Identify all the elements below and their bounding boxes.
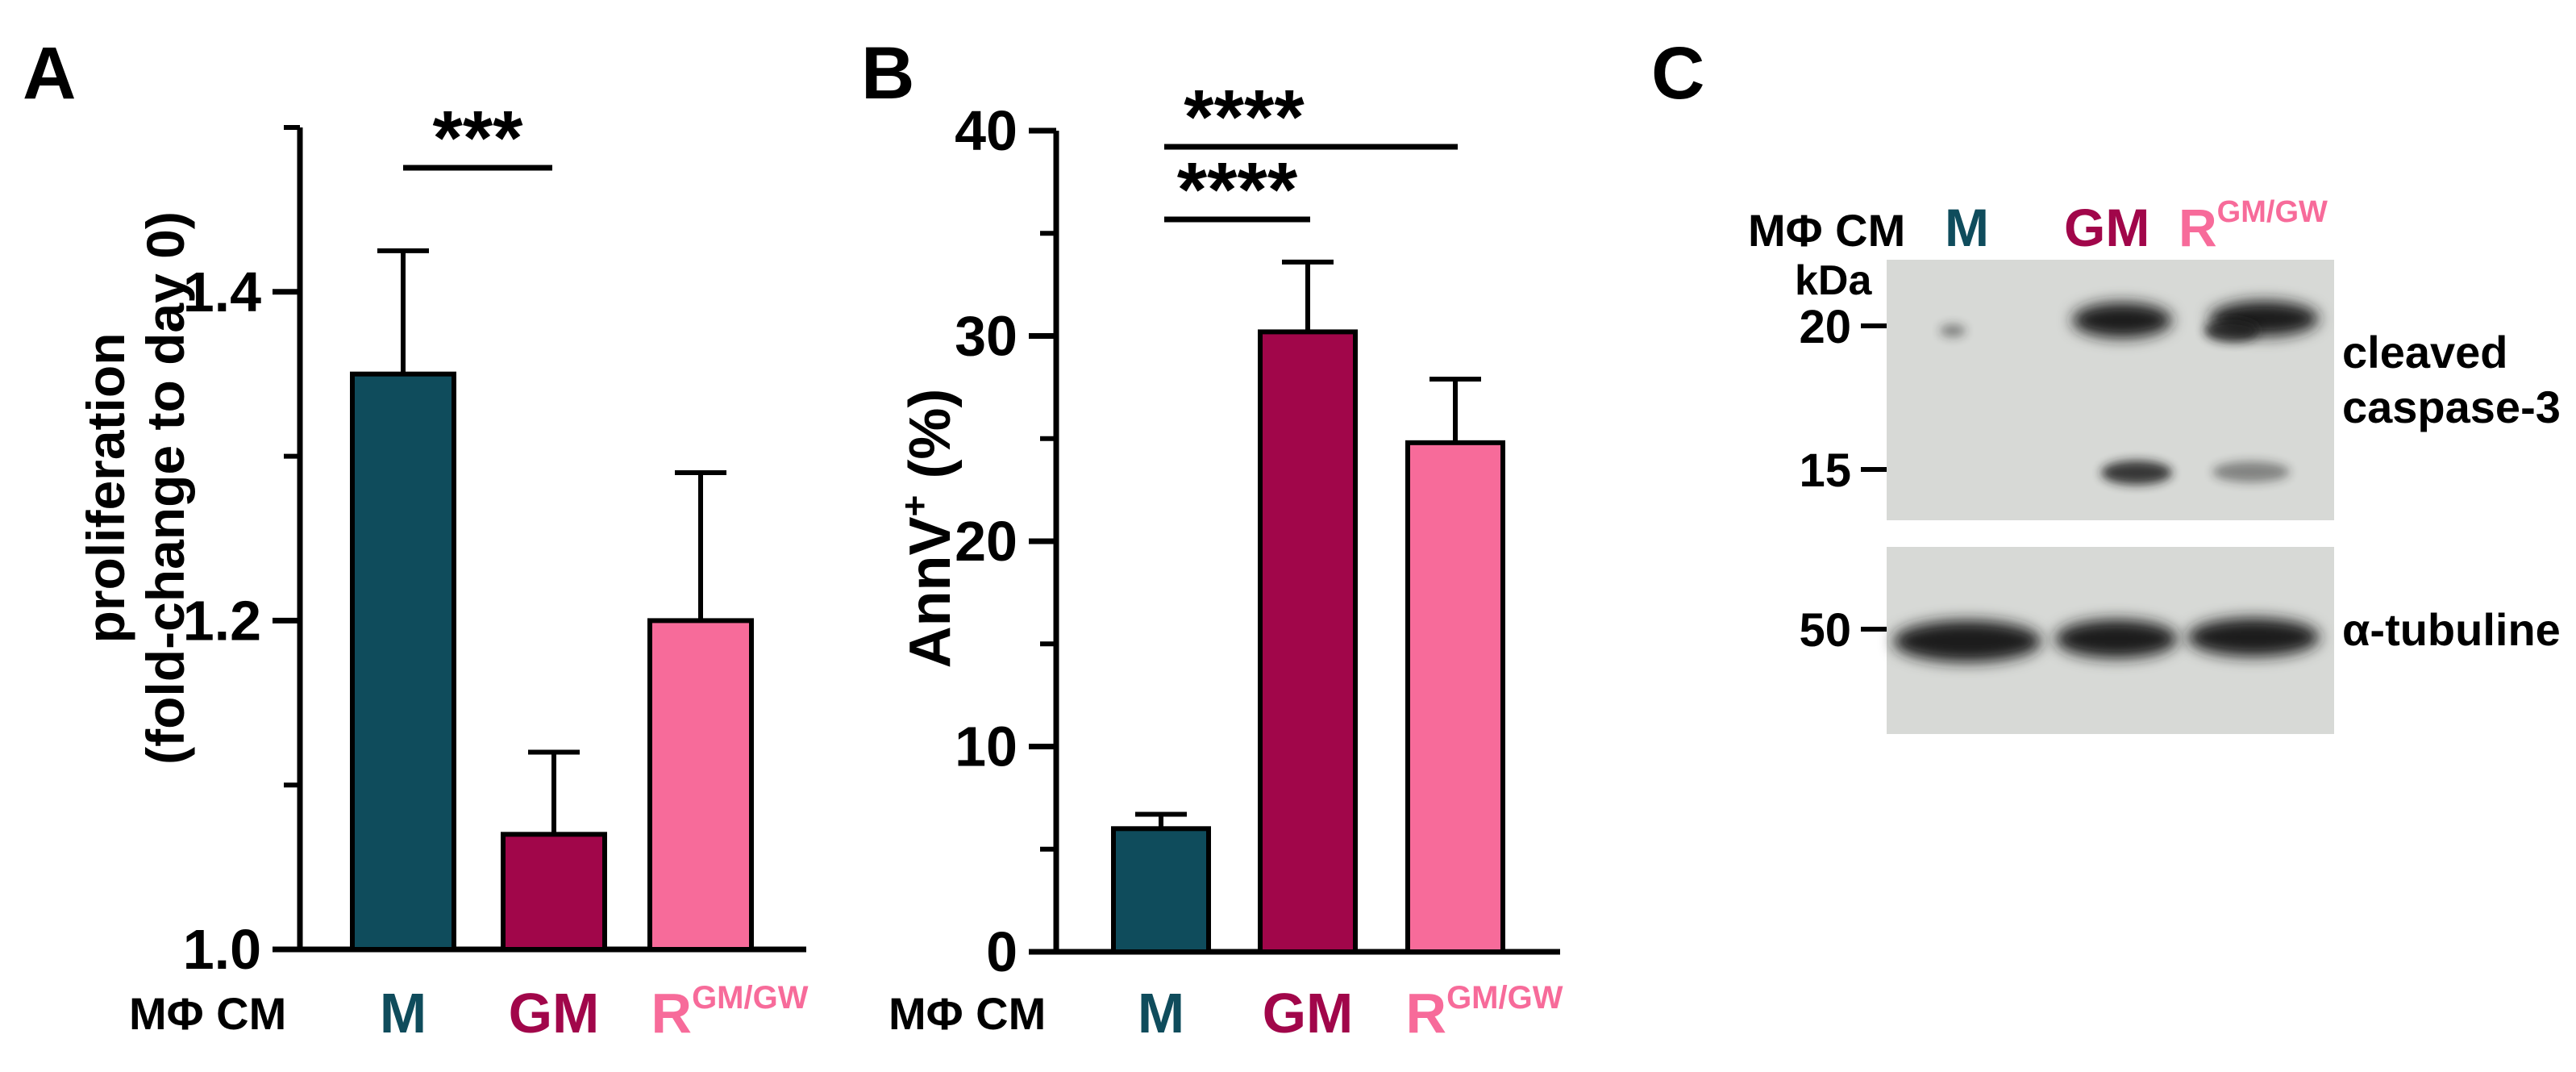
band-gm-15kda [2101,461,2172,485]
panel-a-bar-m [350,371,456,952]
panel-b-x-label-r: RGM/GW [1406,980,1563,1045]
panel-a-x-labels: M GM RGM/GW [380,980,809,1045]
band-m-20kda-faint [1940,324,1966,337]
panel-b-significance: ******** [1164,74,1458,233]
panel-a-y-axis-title-line1: proliferation [76,332,135,643]
panel-b-y-tick-label: 20 [955,510,1017,573]
blot-label-cleaved: cleaved [2342,327,2508,377]
panel-b-x-label-text: R [1406,982,1447,1045]
blot-lane-label-r: RGM/GW [2179,195,2328,257]
blot-lane-label-r-sup: GM/GW [2217,195,2328,229]
panel-b-x-label-text: GM [1263,982,1354,1045]
panel-a-x-label-sup: GM/GW [692,980,809,1016]
panel-b-y-tick-label: 10 [955,715,1017,778]
panel-b-label: B [861,32,914,115]
panel-a-bar-gm [501,832,607,952]
blot-lane-label-gm-text: GM [2064,198,2149,257]
marker-label-20: 20 [1799,301,1851,353]
panel-a-label: A [23,32,76,115]
panel-a-y-tick-label: 1.4 [183,261,261,323]
marker-label-50: 50 [1799,604,1851,657]
panel-a-x-label-text: GM [509,982,600,1045]
panel-a-x-label-gm: GM [509,982,600,1045]
panel-a-bar-r [647,618,754,953]
panel-a-row-label: MΦ CM [129,988,286,1039]
blot-row-label: MΦ CM [1748,205,1905,256]
panel-b-y-tick-label: 40 [955,99,1017,162]
panel-b-significance-stars: **** [1177,147,1298,233]
panel-a: A proliferation (fold-change to day 0) 1… [23,32,809,1045]
band-gm-tubulin [2055,619,2178,658]
blot-lane-label-gm: GM [2064,198,2149,257]
band-r-20kda-tail [2204,319,2259,342]
panel-b-x-label-sup: GM/GW [1446,980,1563,1016]
band-gm-20kda [2072,302,2172,338]
panel-b-significance-stars: **** [1184,74,1305,161]
panel-b-row-label: MΦ CM [888,988,1046,1039]
panel-a-x-label-r: RGM/GW [651,980,809,1045]
blot-label-tubulin: α-tubuline [2342,604,2561,655]
panel-b-x-label-m: M [1138,982,1184,1045]
panel-b-y-tick-label: 30 [955,305,1017,368]
panel-a-significance-stars: *** [432,95,523,181]
panel-b-x-label-gm: GM [1263,982,1354,1045]
blot-kda-label: kDa [1795,257,1872,304]
blot-lane-label-r-text: R [2179,198,2217,257]
panel-a-y-axis-title: proliferation (fold-change to day 0) [76,211,195,765]
panel-b: B AnnV+ (%) 0 10 20 30 40 ******** M GM RGM/GW… [861,32,1563,1045]
panel-a-y-tick-label: 1.2 [183,589,261,652]
marker-label-15: 15 [1799,444,1851,497]
panel-a-bars [350,248,754,953]
panel-b-y-axis-title-sup: + [893,495,935,517]
panel-b-x-labels: M GM RGM/GW [1138,980,1563,1045]
panel-a-x-label-m: M [380,982,427,1045]
panel-b-bar-r [1405,440,1505,954]
panel-a-significance: *** [403,95,552,181]
panel-b-y-axis-title-main: AnnV [898,516,963,668]
panel-a-y-tick-label: 1.0 [183,918,261,981]
panel-b-x-label-text: M [1138,982,1184,1045]
panel-a-y-axis-title-line2: (fold-change to day 0) [135,211,195,765]
panel-b-y-axis-title-suffix: (%) [898,389,963,495]
panel-a-x-label-text: M [380,982,427,1045]
band-m-tubulin [1893,620,2041,662]
blot-label-caspase: caspase-3 [2342,382,2561,432]
panel-c-label: C [1651,32,1704,115]
blot-lane-label-m: M [1945,198,1989,257]
panel-b-y-axis-title: AnnV+ (%) [893,389,963,669]
blot-lane-label-m-text: M [1945,198,1989,257]
panel-c-western-blot: C MΦ CM kDa M GM RGM/GW 20 15 50 cleaved… [1651,32,2561,734]
panel-a-x-label-text: R [651,982,693,1045]
panel-b-bar-m [1111,826,1211,955]
panel-b-y-tick-label: 0 [986,920,1017,983]
band-r-tubulin [2187,618,2320,657]
panel-b-bars [1111,259,1505,955]
panel-b-bar-gm [1258,329,1358,955]
band-r-15kda [2212,461,2290,482]
